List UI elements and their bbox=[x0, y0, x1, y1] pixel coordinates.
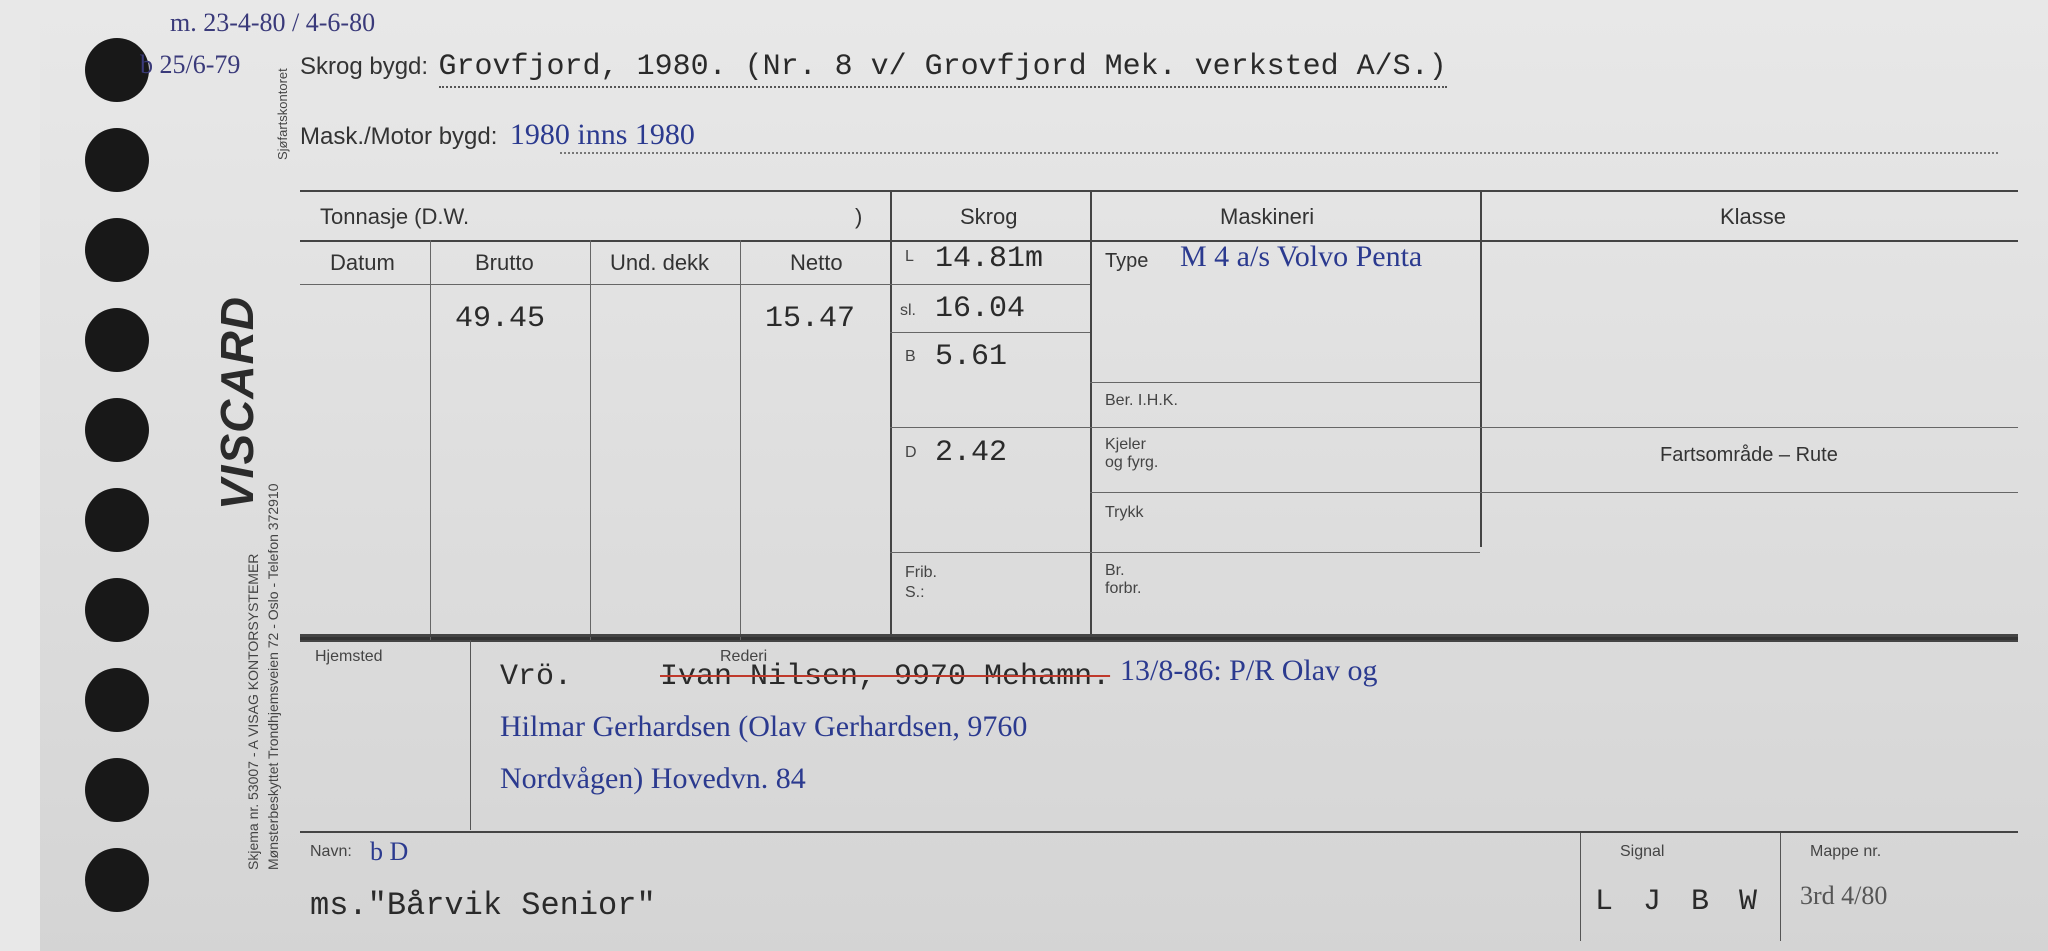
signal-label: Signal bbox=[1620, 843, 1664, 861]
index-card: VISCARD Skjema nr. 53007 - A VISAG KONTO… bbox=[40, 0, 2048, 951]
ber-ihk: Ber. I.H.K. bbox=[1105, 392, 1178, 410]
skrog-B-label: B bbox=[905, 348, 916, 366]
side-text-2: Mønsterbeskyttet Trondhjemsveien 72 - Os… bbox=[265, 484, 281, 871]
mappe-label: Mappe nr. bbox=[1810, 843, 1881, 861]
brutto-value: 49.45 bbox=[455, 302, 545, 336]
skrog-D: 2.42 bbox=[935, 436, 1007, 470]
col-klasse: Klasse bbox=[1720, 204, 1786, 230]
signal-value: L J B W bbox=[1595, 885, 1763, 919]
navn-hand: b D bbox=[370, 837, 408, 867]
col-netto: Netto bbox=[790, 250, 843, 276]
s-label: S.: bbox=[905, 584, 925, 602]
col-und-dekk: Und. dekk bbox=[610, 250, 709, 276]
side-text-1: Skjema nr. 53007 - A VISAG KONTORSYSTEME… bbox=[245, 554, 261, 870]
type-label: Type bbox=[1105, 250, 1148, 273]
main-table: Tonnasje (D.W. ) Skrog Maskineri Klasse … bbox=[300, 190, 2018, 640]
rederi-struck: Ivan Nilsen, 9970 Mehamn. bbox=[660, 660, 1110, 694]
skrog-bygd-value: Grovfjord, 1980. (Nr. 8 v/ Grovfjord Mek… bbox=[439, 50, 1447, 88]
navn-label: Navn: bbox=[310, 843, 352, 861]
trykk: Trykk bbox=[1105, 504, 1144, 522]
br: Br. bbox=[1105, 562, 1125, 580]
rederi-line2: Hilmar Gerhardsen (Olav Gerhardsen, 9760 bbox=[500, 710, 1027, 744]
side-text-sjofart: Sjøfartskontoret bbox=[275, 68, 290, 160]
form-area: m. 23-4-80 / 4-6-80 b 25/6-79 Skrog bygd… bbox=[300, 10, 2018, 941]
skrog-sl-label: sl. bbox=[900, 302, 916, 320]
col-maskineri: Maskineri bbox=[1220, 204, 1314, 230]
footer-band: Navn: b D ms."Bårvik Senior" Signal L J … bbox=[300, 831, 2018, 941]
forbr: forbr. bbox=[1105, 580, 1141, 598]
mappe-value: 3rd 4/80 bbox=[1800, 881, 1887, 911]
type-value: M 4 a/s Volvo Penta bbox=[1180, 240, 1422, 274]
hjemsted-label: Hjemsted bbox=[315, 648, 383, 666]
col-tonnasje: Tonnasje (D.W. bbox=[320, 204, 469, 230]
mask-motor-value: 1980 inns 1980 bbox=[510, 118, 695, 151]
navn-value: ms."Bårvik Senior" bbox=[310, 887, 656, 924]
fartsomrade: Fartsområde – Rute bbox=[1660, 444, 1838, 467]
skrog-L: 14.81m bbox=[935, 242, 1043, 276]
rederi-line3: Nordvågen) Hovedvn. 84 bbox=[500, 762, 806, 796]
kjeler: Kjeler bbox=[1105, 436, 1146, 454]
col-tonnasje-close: ) bbox=[855, 204, 862, 230]
col-brutto: Brutto bbox=[475, 250, 534, 276]
skrog-sl: 16.04 bbox=[935, 292, 1025, 326]
netto-value: 15.47 bbox=[765, 302, 855, 336]
annotation-top-1: m. 23-4-80 / 4-6-80 bbox=[170, 8, 375, 38]
viscard-logo: VISCARD bbox=[210, 296, 264, 510]
og-fyrg: og fyrg. bbox=[1105, 454, 1158, 472]
punch-holes bbox=[40, 0, 180, 951]
skrog-L-label: L bbox=[905, 248, 914, 266]
col-skrog: Skrog bbox=[960, 204, 1017, 230]
skrog-D-label: D bbox=[905, 444, 917, 462]
hjemsted-rederi: Hjemsted Vrö. Rederi Ivan Nilsen, 9970 M… bbox=[300, 640, 2018, 830]
skrog-bygd-label: Skrog bygd: bbox=[300, 53, 428, 80]
annotation-top-2: b 25/6-79 bbox=[140, 50, 240, 80]
hjemsted-value: Vrö. bbox=[500, 660, 572, 694]
col-datum: Datum bbox=[330, 250, 395, 276]
frib-label: Frib. bbox=[905, 564, 937, 582]
rederi-line1: 13/8-86: P/R Olav og bbox=[1120, 654, 1378, 688]
skrog-B: 5.61 bbox=[935, 340, 1007, 374]
mask-motor-label: Mask./Motor bygd: bbox=[300, 123, 497, 150]
